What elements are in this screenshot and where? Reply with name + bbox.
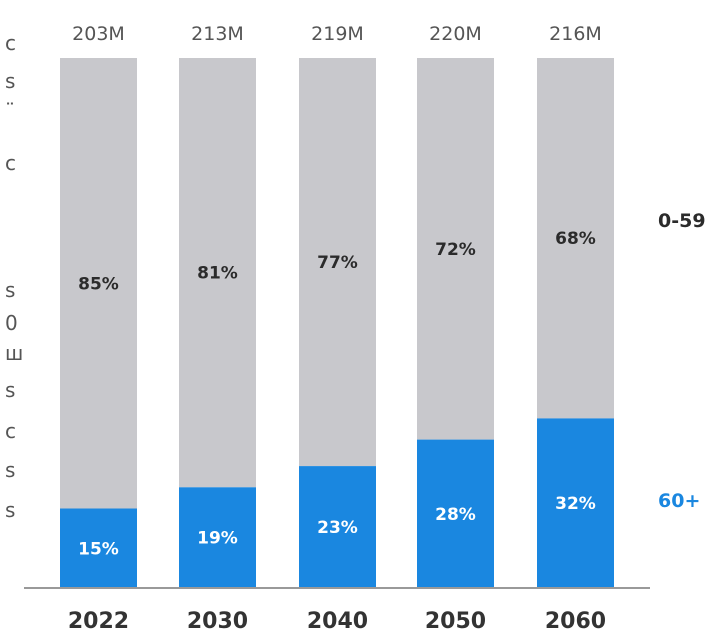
legend-group: 0-59 60+ <box>658 210 706 512</box>
edge-glyph: ш <box>5 341 23 365</box>
x-tick-label: 2030 <box>187 609 248 634</box>
edge-glyph: c <box>5 151 16 175</box>
edge-glyph: c <box>5 31 16 55</box>
bar-total-label: 219M <box>311 23 364 45</box>
bar-total-label: 203M <box>72 23 125 45</box>
bar-segment-0-59 <box>417 58 494 440</box>
data-label-60-plus: 32% <box>555 494 596 514</box>
data-label-0-59: 77% <box>317 253 358 273</box>
data-label-0-59: 68% <box>555 229 596 249</box>
bar-segment-60-plus <box>299 466 376 588</box>
bar-segment-60-plus <box>60 508 137 588</box>
x-tick-label: 2050 <box>425 609 486 634</box>
edge-glyph: s <box>5 498 15 522</box>
edge-glyph: s <box>5 278 15 302</box>
bar-segment-60-plus <box>417 439 494 588</box>
bar-segment-0-59 <box>537 58 614 419</box>
labels-group: 203M 85% 15% 2022 213M 81% 19% 2030 219M 77% 23% 20… <box>68 23 606 634</box>
data-label-0-59: 85% <box>78 274 119 294</box>
data-label-0-59: 81% <box>197 264 238 284</box>
data-label-60-plus: 15% <box>78 539 119 559</box>
bar-total-label: 220M <box>429 23 482 45</box>
edge-glyph: s <box>5 378 15 402</box>
bar-segment-0-59 <box>60 58 137 509</box>
edge-glyph: s <box>5 458 15 482</box>
bar-segment-60-plus <box>179 487 256 588</box>
edge-glyph: 0 <box>5 311 18 335</box>
edge-glyph: s <box>5 69 15 93</box>
bar-total-label: 213M <box>191 23 244 45</box>
x-tick-label: 2060 <box>545 609 606 634</box>
data-label-60-plus: 19% <box>197 529 238 549</box>
bar-total-label: 216M <box>549 23 602 45</box>
edge-glyph: ¨ <box>5 99 15 123</box>
x-tick-label: 2040 <box>307 609 368 634</box>
legend-label-60-plus: 60+ <box>658 490 700 512</box>
edge-glyph: c <box>5 419 16 443</box>
bar-segment-0-59 <box>299 58 376 467</box>
x-tick-label: 2022 <box>68 609 129 634</box>
data-label-0-59: 72% <box>435 240 476 260</box>
data-label-60-plus: 28% <box>435 505 476 525</box>
bars-group <box>60 58 614 588</box>
bar-segment-0-59 <box>179 58 256 488</box>
data-label-60-plus: 23% <box>317 518 358 538</box>
legend-label-0-59: 0-59 <box>658 210 706 232</box>
bar-segment-60-plus <box>537 418 614 588</box>
